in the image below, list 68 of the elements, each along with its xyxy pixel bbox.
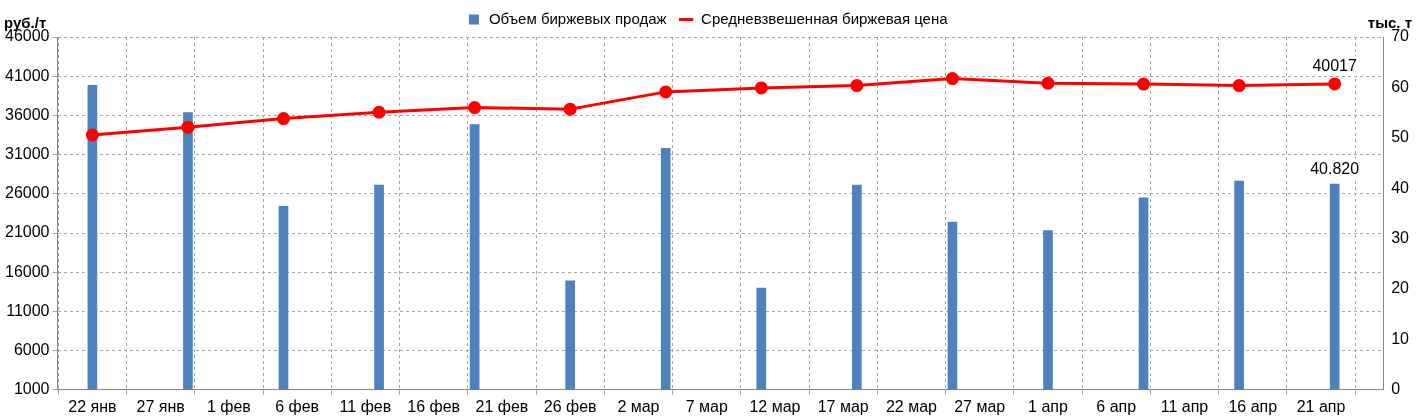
y-tick-label: 26000 [4, 184, 50, 202]
y-tick-label: 21000 [4, 223, 50, 241]
bar [756, 287, 767, 390]
point [850, 79, 864, 93]
point [372, 105, 386, 119]
x-tick-label: 2 мар [617, 397, 660, 415]
point [1041, 76, 1055, 90]
y2-tick-label: 50 [1391, 128, 1410, 146]
x-tick-label: 12 мар [749, 397, 801, 415]
y-tick-label: 41000 [4, 66, 50, 84]
bar [374, 184, 384, 390]
x-tick-label: 11 апр [1160, 397, 1209, 415]
point [181, 120, 195, 134]
x-tick-label: 11 фев [339, 397, 392, 415]
bar [1043, 230, 1053, 390]
x-tick-label: 6 фев [275, 397, 320, 415]
y-tick-label: 16000 [4, 262, 50, 280]
x-tick-label: 1 фев [206, 397, 251, 415]
point [563, 102, 577, 116]
bar [278, 206, 289, 390]
bar [660, 148, 671, 390]
y2-tick-label: 70 [1391, 27, 1410, 45]
bar [565, 280, 576, 390]
bar [947, 221, 958, 390]
x-tick-label: 21 фев [475, 397, 529, 415]
x-tick-label: 1 апр [1028, 397, 1068, 415]
y-axis-title: руб./т [4, 13, 47, 31]
x-tick-label: 27 мар [954, 397, 1006, 415]
x-tick-label: 22 мар [885, 397, 938, 415]
x-tick-label: 26 фев [543, 397, 597, 415]
y2-tick-label: 60 [1391, 77, 1410, 95]
y-tick-label: 1000 [13, 380, 50, 398]
y2-tick-label: 10 [1391, 329, 1410, 347]
x-tick-label: 27 янв [136, 397, 185, 415]
y-tick-label: 31000 [4, 145, 50, 163]
point [1232, 79, 1246, 93]
y2-tick-label: 30 [1391, 229, 1410, 247]
x-tick-label: 21 апр [1296, 397, 1346, 415]
data-label: 40.820 [1310, 160, 1360, 178]
y-tick-label: 11000 [6, 301, 50, 319]
y2-tick-label: 40 [1391, 178, 1410, 196]
data-label: 40017 [1312, 57, 1358, 75]
point [659, 85, 673, 99]
point [1328, 77, 1342, 91]
point [1137, 77, 1151, 91]
point [945, 72, 959, 86]
bar [852, 184, 862, 390]
bar [1234, 180, 1244, 390]
x-tick-label: 16 апр [1228, 397, 1278, 415]
y-tick-label: 36000 [4, 105, 50, 123]
y2-tick-label: 0 [1391, 380, 1401, 398]
point [754, 81, 768, 95]
bar [469, 124, 480, 390]
point [277, 112, 290, 126]
bar [1138, 197, 1149, 390]
y-tick-label: 6000 [13, 341, 50, 359]
x-tick-label: 6 апр [1096, 397, 1137, 415]
y2-tick-label: 20 [1391, 279, 1410, 297]
x-tick-label: 22 янв [68, 397, 117, 415]
x-tick-label: 7 мар [685, 397, 728, 415]
legend-label: Объем биржевых продаж [488, 9, 667, 27]
bar [1329, 183, 1340, 390]
x-tick-label: 17 мар [817, 397, 869, 415]
point [85, 128, 99, 142]
legend-label: Средневзвешенная биржевая цена [701, 9, 949, 27]
x-tick-label: 16 фев [407, 397, 461, 415]
point [468, 101, 482, 115]
bar [183, 112, 193, 390]
